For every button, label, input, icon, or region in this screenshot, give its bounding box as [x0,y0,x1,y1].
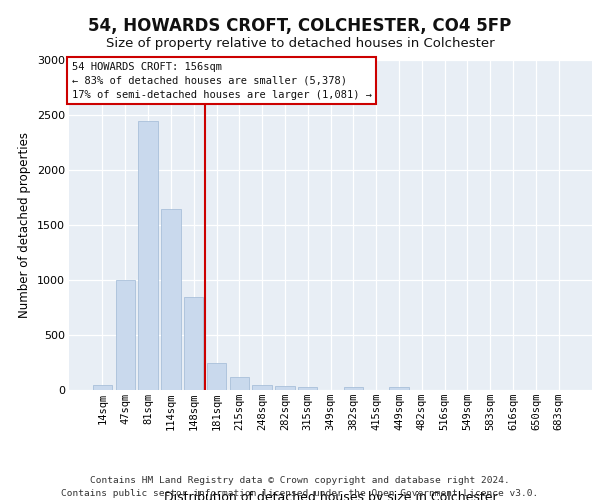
Bar [207,362,226,390]
Bar [389,387,409,390]
Bar [161,208,181,390]
Bar [116,280,135,390]
Bar [253,384,272,390]
Bar [139,120,158,390]
Bar [93,384,112,390]
Text: Size of property relative to detached houses in Colchester: Size of property relative to detached ho… [106,38,494,51]
Bar [184,296,203,390]
Bar [230,377,249,390]
X-axis label: Distribution of detached houses by size in Colchester: Distribution of detached houses by size … [164,492,497,500]
Text: 54, HOWARDS CROFT, COLCHESTER, CO4 5FP: 54, HOWARDS CROFT, COLCHESTER, CO4 5FP [88,18,512,36]
Bar [344,386,363,390]
Bar [275,386,295,390]
Text: Contains HM Land Registry data © Crown copyright and database right 2024.
Contai: Contains HM Land Registry data © Crown c… [61,476,539,498]
Y-axis label: Number of detached properties: Number of detached properties [18,132,31,318]
Bar [298,386,317,390]
Text: 54 HOWARDS CROFT: 156sqm
← 83% of detached houses are smaller (5,378)
17% of sem: 54 HOWARDS CROFT: 156sqm ← 83% of detach… [71,62,371,100]
